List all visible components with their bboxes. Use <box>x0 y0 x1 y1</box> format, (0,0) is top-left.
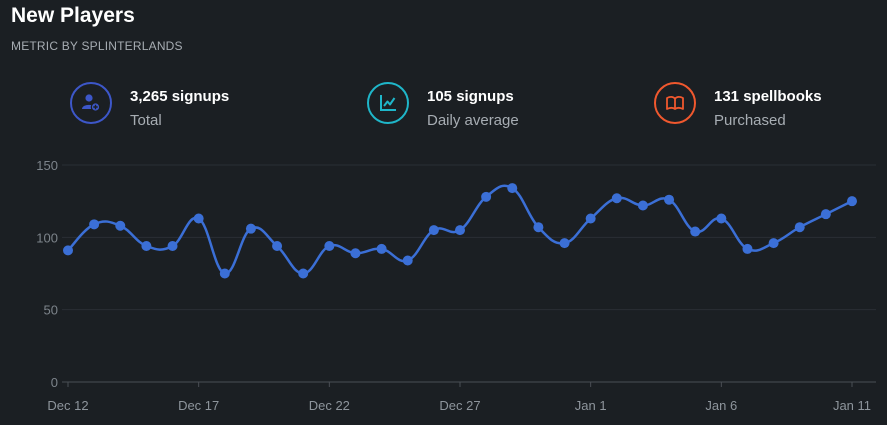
data-point[interactable] <box>219 268 230 279</box>
x-tick-label: Dec 27 <box>439 398 480 413</box>
data-point[interactable] <box>481 191 492 202</box>
x-tick-label: Dec 22 <box>309 398 350 413</box>
x-axis-ticks: Dec 12 Dec 17 Dec 22 Dec 27 Jan 1 Jan 6 Jan 11 <box>47 382 871 413</box>
chart-points <box>63 183 857 279</box>
data-point[interactable] <box>559 238 570 249</box>
data-point[interactable] <box>193 213 204 224</box>
data-point[interactable] <box>298 268 309 279</box>
data-point[interactable] <box>664 194 675 205</box>
data-point[interactable] <box>272 241 283 252</box>
stat-value: 3,265 signups <box>130 88 230 105</box>
y-tick-label: 150 <box>36 158 58 173</box>
data-point[interactable] <box>455 225 465 236</box>
data-point[interactable] <box>533 222 544 233</box>
stat-label: Total <box>130 112 162 129</box>
data-point[interactable] <box>585 213 596 224</box>
data-point[interactable] <box>141 241 152 252</box>
data-point[interactable] <box>89 219 100 230</box>
stat-value: 131 spellbooks <box>714 88 822 105</box>
data-point[interactable] <box>167 241 178 252</box>
data-point[interactable] <box>245 223 256 234</box>
data-point[interactable] <box>742 243 753 254</box>
data-point[interactable] <box>428 225 439 236</box>
stat-value: 105 signups <box>427 88 514 105</box>
data-point[interactable] <box>63 245 73 256</box>
data-point[interactable] <box>820 209 831 220</box>
x-tick-label: Jan 6 <box>705 398 737 413</box>
stat-label: Purchased <box>714 112 786 129</box>
data-point[interactable] <box>768 238 779 249</box>
page-title: New Players <box>11 4 135 27</box>
x-tick-label: Jan 1 <box>575 398 607 413</box>
data-point[interactable] <box>794 222 805 233</box>
data-point[interactable] <box>115 220 126 231</box>
chart-gridlines <box>62 164 876 383</box>
data-point[interactable] <box>847 196 857 207</box>
x-tick-label: Jan 11 <box>833 398 871 413</box>
x-tick-label: Dec 17 <box>178 398 219 413</box>
data-point[interactable] <box>324 241 335 252</box>
data-point[interactable] <box>637 200 648 211</box>
data-point[interactable] <box>402 255 413 266</box>
line-chart-icon <box>367 82 409 124</box>
data-point[interactable] <box>507 183 518 194</box>
x-tick-label: Dec 12 <box>47 398 88 413</box>
y-tick-label: 0 <box>51 375 58 390</box>
book-icon <box>654 82 696 124</box>
data-point[interactable] <box>716 213 727 224</box>
data-point[interactable] <box>611 193 622 204</box>
data-point[interactable] <box>690 226 701 237</box>
data-point[interactable] <box>376 243 387 254</box>
page-subtitle: METRIC BY SPLINTERLANDS <box>11 39 183 53</box>
user-add-icon <box>70 82 112 124</box>
data-point[interactable] <box>350 248 361 259</box>
y-tick-label: 50 <box>44 303 58 318</box>
new-players-line-chart: 0 50 100 150 Dec 12 Dec 17 Dec 22 Dec 27 Jan 1 J… <box>36 158 876 413</box>
y-tick-label: 100 <box>36 230 58 245</box>
y-axis-ticks: 0 50 100 150 <box>36 158 58 390</box>
stat-label: Daily average <box>427 112 519 129</box>
